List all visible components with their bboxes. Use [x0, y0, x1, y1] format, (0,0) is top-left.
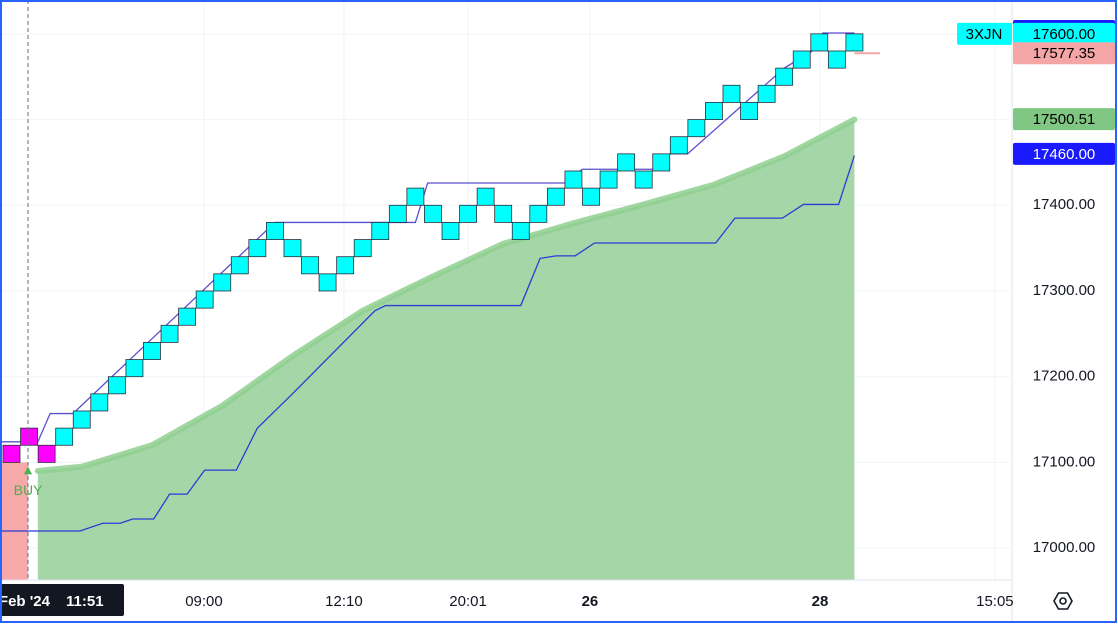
renko-brick — [283, 239, 302, 258]
x-tick-label: 26 — [582, 593, 599, 610]
renko-brick — [301, 256, 319, 275]
renko-brick — [599, 170, 618, 189]
renko-brick — [546, 187, 565, 206]
x-tick-label: 28 — [812, 593, 829, 610]
price-badge — [1013, 22, 1115, 45]
signal-label: BUY — [14, 482, 43, 498]
crosshair-date: Feb '24 — [0, 593, 51, 610]
renko-brick — [213, 273, 232, 292]
renko-brick — [705, 102, 723, 120]
renko-brick — [406, 187, 425, 206]
renko-brick — [511, 222, 530, 240]
axes: 17000.00 17100.00 17200.00 17300.00 17400.00… — [0, 20, 1115, 616]
renko-brick — [582, 187, 600, 206]
y-tick-label: 17400.00 — [1033, 196, 1096, 213]
renko-brick — [845, 33, 864, 52]
renko-brick — [37, 444, 56, 463]
renko-brick — [2, 444, 21, 463]
signal-zone — [0, 462, 29, 580]
area-fill — [37, 119, 855, 580]
renko-brick — [20, 427, 38, 446]
renko-brick — [810, 33, 829, 52]
renko-brick — [125, 359, 144, 378]
renko-brick — [757, 84, 776, 103]
renko-brick — [424, 204, 442, 223]
renko-brick — [740, 102, 758, 120]
price-tag: 3XJN — [966, 26, 1003, 43]
renko-brick — [669, 136, 688, 155]
renko-brick — [634, 170, 653, 189]
price-badge — [1013, 42, 1115, 65]
renko-brick — [230, 256, 249, 275]
price-badge — [1013, 142, 1115, 165]
price-badge-label: 17500.51 — [1033, 111, 1096, 128]
renko-brick — [564, 170, 583, 189]
crosshair-label-bg — [0, 584, 124, 616]
crosshair-time: 11:51 — [66, 593, 104, 610]
buy-arrow — [24, 466, 33, 475]
renko-brick — [371, 222, 390, 240]
renko-brick — [494, 204, 513, 223]
renko-brick — [195, 290, 214, 309]
renko-brick — [687, 119, 706, 138]
price-badge — [1013, 108, 1115, 131]
price-tag-bg — [957, 22, 1012, 45]
renko-brick — [792, 50, 811, 69]
renko-brick — [722, 84, 741, 103]
x-tick-label: 09:00 — [185, 593, 223, 610]
renko-brick — [827, 50, 846, 69]
renko-brick — [617, 153, 636, 172]
renko-brick — [775, 67, 794, 86]
x-tick-label: 12:10 — [325, 593, 363, 610]
y-tick-label: 17000.00 — [1033, 539, 1096, 556]
renko-brick — [459, 204, 477, 223]
y-tick-label: 17300.00 — [1033, 282, 1096, 299]
x-tick-label: 15:05 — [976, 593, 1014, 610]
renko-brick — [143, 342, 161, 360]
settings-icon — [1053, 592, 1073, 610]
renko-brick — [90, 393, 109, 412]
price-badge-label: 17600.00 — [1033, 26, 1096, 43]
renko-brick — [72, 410, 91, 429]
renko-brick — [107, 376, 126, 395]
renko-brick — [160, 324, 179, 343]
renko-brick — [336, 256, 355, 275]
renko-brick — [652, 153, 671, 172]
price-badge-label: 17460.00 — [1033, 146, 1096, 163]
indicator-line — [0, 155, 856, 532]
renko-brick — [266, 222, 284, 240]
settings-icon-center — [1059, 597, 1067, 605]
y-tick-label: 17100.00 — [1033, 453, 1096, 470]
price-badge-label: 17577.35 — [1033, 45, 1096, 62]
x-tick-label: 20:01 — [449, 593, 487, 610]
renko-brick — [476, 187, 495, 206]
renko-brick — [441, 222, 460, 240]
settings-button[interactable] — [1053, 592, 1073, 610]
plot-area: BUY — [0, 0, 880, 580]
area-line — [34, 116, 858, 474]
renko-brick — [318, 273, 337, 292]
renko-brick — [353, 239, 372, 258]
y-tick-label: 17200.00 — [1033, 368, 1096, 385]
renko-brick — [388, 204, 407, 223]
renko-brick — [248, 239, 267, 258]
renko-brick — [529, 204, 548, 223]
renko-brick — [178, 307, 197, 326]
renko-brick — [55, 427, 74, 446]
